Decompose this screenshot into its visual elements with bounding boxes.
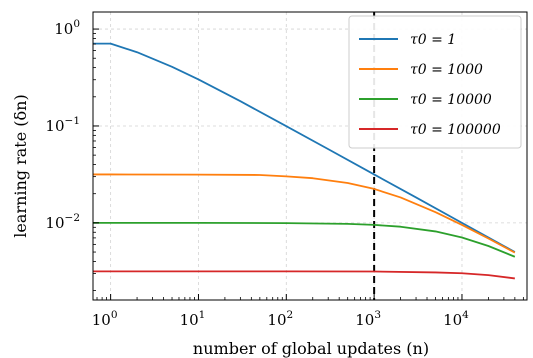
plot-frame — [92, 11, 528, 301]
x-tick-label: 101 — [180, 309, 206, 329]
legend: τ0 = 1 τ0 = 1000 τ0 = 10000 τ0 = 100000 — [348, 15, 522, 149]
y-axis-label: learning rate (δn) — [11, 94, 30, 237]
legend-label-1: τ0 = 1 — [410, 32, 456, 48]
x-axis-label: number of global updates (n) — [193, 339, 429, 358]
legend-label-4: τ0 = 100000 — [410, 122, 501, 138]
series-line-1 — [93, 42, 516, 253]
axis-ticks — [93, 28, 524, 300]
y-tick-label: 100 — [54, 18, 80, 38]
series-line-3 — [93, 221, 516, 258]
x-tick-label: 103 — [355, 309, 381, 329]
y-tick-label: 10−2 — [45, 212, 80, 232]
legend-label-2: τ0 = 1000 — [410, 62, 483, 78]
series-line-4 — [93, 270, 515, 280]
legend-label-3: τ0 = 10000 — [410, 92, 492, 108]
series-line-2 — [93, 173, 516, 254]
legend-box — [348, 15, 522, 149]
x-tick-label: 104 — [443, 309, 469, 329]
y-tick-label: 10−1 — [45, 115, 80, 135]
tick-labels: 100 101 102 103 104 100 10−1 10−2 — [45, 18, 469, 329]
x-tick-label: 100 — [92, 309, 118, 329]
series-lines — [93, 42, 516, 280]
x-tick-label: 102 — [267, 309, 293, 329]
